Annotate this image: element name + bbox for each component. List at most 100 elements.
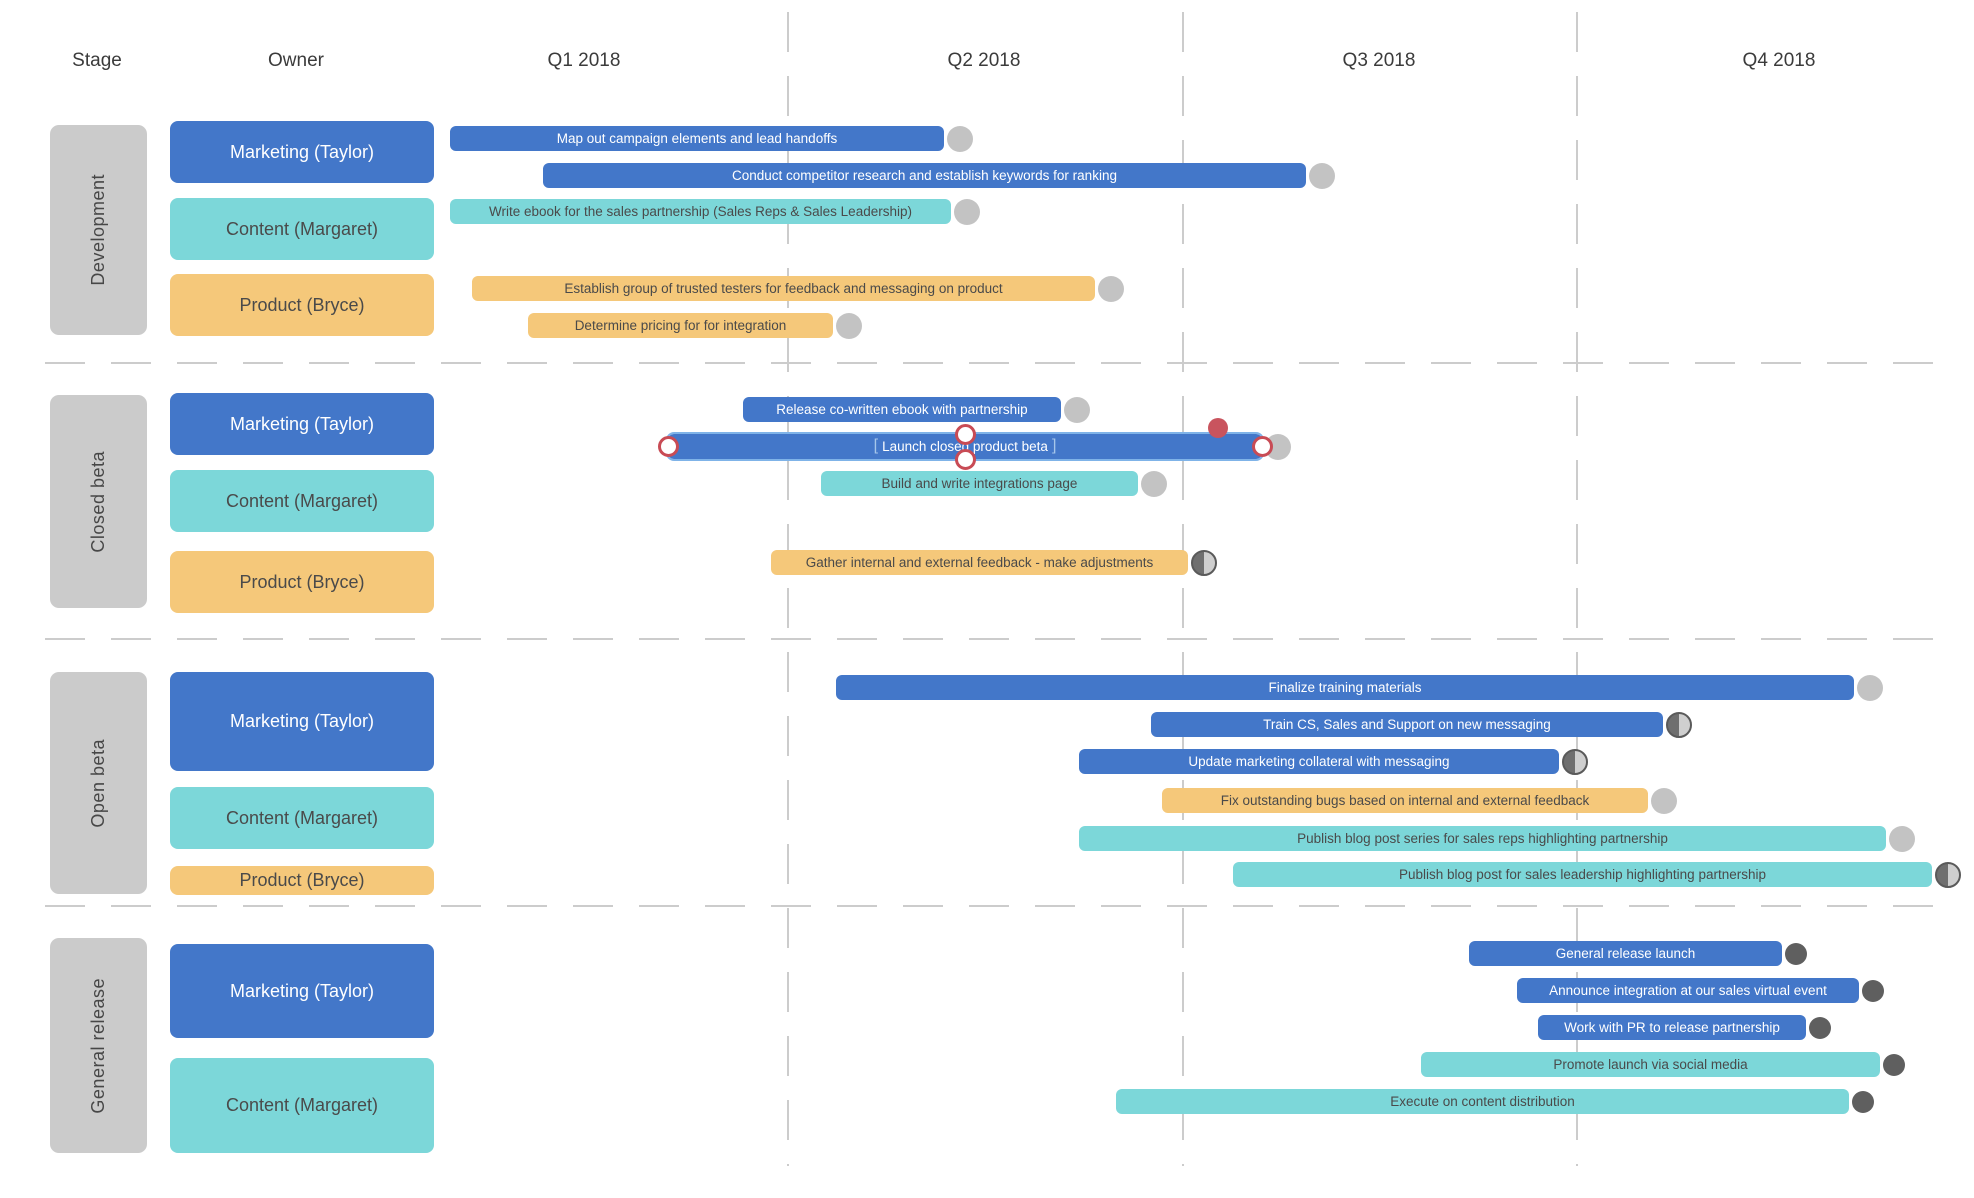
task-bar[interactable]: Write ebook for the sales partnership (S… bbox=[450, 199, 951, 224]
status-icon-done[interactable] bbox=[1883, 1053, 1905, 1076]
task-bar[interactable]: Work with PR to release partnership bbox=[1538, 1015, 1806, 1040]
task-bar-label: Publish blog post for sales leadership h… bbox=[1399, 867, 1766, 882]
quarter-gridline bbox=[1182, 12, 1184, 1166]
stage-separator-line bbox=[45, 638, 1952, 640]
owner-box-teal[interactable]: Content (Margaret) bbox=[170, 1058, 434, 1153]
task-bar-label: Finalize training materials bbox=[1268, 680, 1422, 695]
task-bar-label: Promote launch via social media bbox=[1553, 1057, 1748, 1072]
task-bar[interactable]: Finalize training materials bbox=[836, 675, 1854, 700]
quarter-gridline bbox=[787, 12, 789, 1166]
text-edit-bracket: ] bbox=[1051, 436, 1057, 454]
task-bar[interactable]: Fix outstanding bugs based on internal a… bbox=[1162, 788, 1648, 813]
status-icon-pending[interactable] bbox=[836, 312, 862, 339]
task-bar[interactable]: Train CS, Sales and Support on new messa… bbox=[1151, 712, 1663, 737]
column-header-stage[interactable]: Stage bbox=[72, 50, 122, 71]
task-bar-label: Write ebook for the sales partnership (S… bbox=[489, 204, 912, 219]
quarter-gridline bbox=[1576, 12, 1578, 1166]
owner-label: Marketing (Taylor) bbox=[229, 413, 375, 434]
column-header-q4-2018[interactable]: Q4 2018 bbox=[1742, 50, 1816, 71]
task-bar-label: Build and write integrations page bbox=[881, 476, 1078, 491]
stage-label: Closed beta bbox=[88, 450, 108, 553]
stage-label: General release bbox=[88, 977, 108, 1114]
status-icon-pending[interactable] bbox=[1857, 674, 1883, 701]
task-bar-label: Gather internal and external feedback - … bbox=[805, 555, 1154, 570]
owner-label: Content (Margaret) bbox=[225, 807, 379, 828]
task-bar[interactable]: Map out campaign elements and lead hando… bbox=[450, 126, 944, 151]
owner-box-blue[interactable]: Marketing (Taylor) bbox=[170, 393, 434, 455]
task-bar-label: Launch closed product beta bbox=[882, 439, 1048, 454]
task-bar[interactable]: Update marketing collateral with messagi… bbox=[1079, 749, 1559, 774]
task-bar[interactable]: Release co-written ebook with partnershi… bbox=[743, 397, 1061, 422]
owner-label: Product (Bryce) bbox=[239, 870, 365, 890]
task-bar-label: Announce integration at our sales virtua… bbox=[1549, 983, 1827, 998]
status-icon-half[interactable] bbox=[1562, 748, 1588, 775]
task-bar[interactable]: Publish blog post series for sales reps … bbox=[1079, 826, 1886, 851]
owner-box-orange[interactable]: Product (Bryce) bbox=[170, 274, 434, 336]
status-icon-pending[interactable] bbox=[1889, 825, 1915, 852]
task-bar-label: Establish group of trusted testers for f… bbox=[564, 281, 1003, 296]
owner-box-teal[interactable]: Content (Margaret) bbox=[170, 787, 434, 849]
task-bar-label: Publish blog post series for sales reps … bbox=[1297, 831, 1668, 846]
text-edit-bracket: [ bbox=[873, 436, 879, 454]
stage-box-open-beta[interactable]: Open beta bbox=[50, 672, 147, 894]
owner-box-orange[interactable]: Product (Bryce) bbox=[170, 866, 434, 895]
selection-handle-right[interactable] bbox=[1251, 436, 1273, 457]
column-header-q3-2018[interactable]: Q3 2018 bbox=[1342, 50, 1416, 71]
owner-box-blue[interactable]: Marketing (Taylor) bbox=[170, 121, 434, 183]
owner-label: Content (Margaret) bbox=[225, 218, 379, 239]
task-bar[interactable]: Announce integration at our sales virtua… bbox=[1517, 978, 1859, 1003]
owner-box-orange[interactable]: Product (Bryce) bbox=[170, 551, 434, 613]
task-bar-label: Fix outstanding bugs based on internal a… bbox=[1220, 793, 1590, 808]
selection-handle-bottom[interactable] bbox=[954, 448, 976, 470]
stage-label: Development bbox=[88, 174, 108, 286]
task-bar-label: Train CS, Sales and Support on new messa… bbox=[1263, 717, 1551, 732]
status-icon-done[interactable] bbox=[1809, 1016, 1831, 1039]
task-bar[interactable]: Publish blog post for sales leadership h… bbox=[1233, 862, 1932, 887]
column-header-q1-2018[interactable]: Q1 2018 bbox=[547, 50, 621, 71]
owner-box-teal[interactable]: Content (Margaret) bbox=[170, 198, 434, 260]
status-icon-pending[interactable] bbox=[947, 125, 973, 152]
status-icon-pending[interactable] bbox=[1141, 470, 1167, 497]
owner-label: Marketing (Taylor) bbox=[229, 980, 375, 1001]
task-bar-label: Conduct competitor research and establis… bbox=[732, 168, 1117, 183]
task-bar-label: Release co-written ebook with partnershi… bbox=[776, 402, 1028, 417]
owner-box-blue[interactable]: Marketing (Taylor) bbox=[170, 672, 434, 771]
selection-handle-top[interactable] bbox=[954, 423, 976, 445]
status-icon-pending[interactable] bbox=[1098, 275, 1124, 302]
task-bar[interactable]: Conduct competitor research and establis… bbox=[543, 163, 1306, 188]
status-icon-half[interactable] bbox=[1935, 861, 1961, 888]
task-bar[interactable]: Establish group of trusted testers for f… bbox=[472, 276, 1095, 301]
owner-box-teal[interactable]: Content (Margaret) bbox=[170, 470, 434, 532]
task-bar[interactable]: General release launch bbox=[1469, 941, 1782, 966]
column-header-owner[interactable]: Owner bbox=[268, 50, 324, 71]
owner-label: Product (Bryce) bbox=[239, 294, 365, 315]
task-bar-label: Work with PR to release partnership bbox=[1564, 1020, 1780, 1035]
status-icon-done[interactable] bbox=[1862, 979, 1884, 1002]
status-icon-done[interactable] bbox=[1785, 942, 1807, 965]
task-bar[interactable]: Gather internal and external feedback - … bbox=[771, 550, 1188, 575]
red-marker-dot[interactable] bbox=[1208, 418, 1228, 438]
task-bar[interactable]: Determine pricing for for integration bbox=[528, 313, 833, 338]
task-bar[interactable]: Execute on content distribution bbox=[1116, 1089, 1849, 1114]
status-icon-half[interactable] bbox=[1666, 711, 1692, 738]
selection-handle-left[interactable] bbox=[657, 436, 679, 457]
task-bar[interactable]: Build and write integrations page bbox=[821, 471, 1138, 496]
stage-box-development[interactable]: Development bbox=[50, 125, 147, 335]
task-bar[interactable]: Promote launch via social media bbox=[1421, 1052, 1880, 1077]
stage-label: Open beta bbox=[88, 738, 108, 828]
stage-box-closed-beta[interactable]: Closed beta bbox=[50, 395, 147, 608]
task-bar-label: General release launch bbox=[1555, 946, 1696, 961]
column-header-q2-2018[interactable]: Q2 2018 bbox=[947, 50, 1021, 71]
task-bar-label: Determine pricing for for integration bbox=[574, 318, 787, 333]
status-icon-done[interactable] bbox=[1852, 1090, 1874, 1113]
status-icon-pending[interactable] bbox=[1651, 787, 1677, 814]
status-icon-pending[interactable] bbox=[1309, 162, 1335, 189]
owner-box-blue[interactable]: Marketing (Taylor) bbox=[170, 944, 434, 1038]
task-bar-label: Map out campaign elements and lead hando… bbox=[556, 131, 838, 146]
owner-label: Content (Margaret) bbox=[225, 490, 379, 511]
status-icon-pending[interactable] bbox=[954, 198, 980, 225]
stage-box-general-release[interactable]: General release bbox=[50, 938, 147, 1153]
status-icon-pending[interactable] bbox=[1064, 396, 1090, 423]
status-icon-half[interactable] bbox=[1191, 549, 1217, 576]
